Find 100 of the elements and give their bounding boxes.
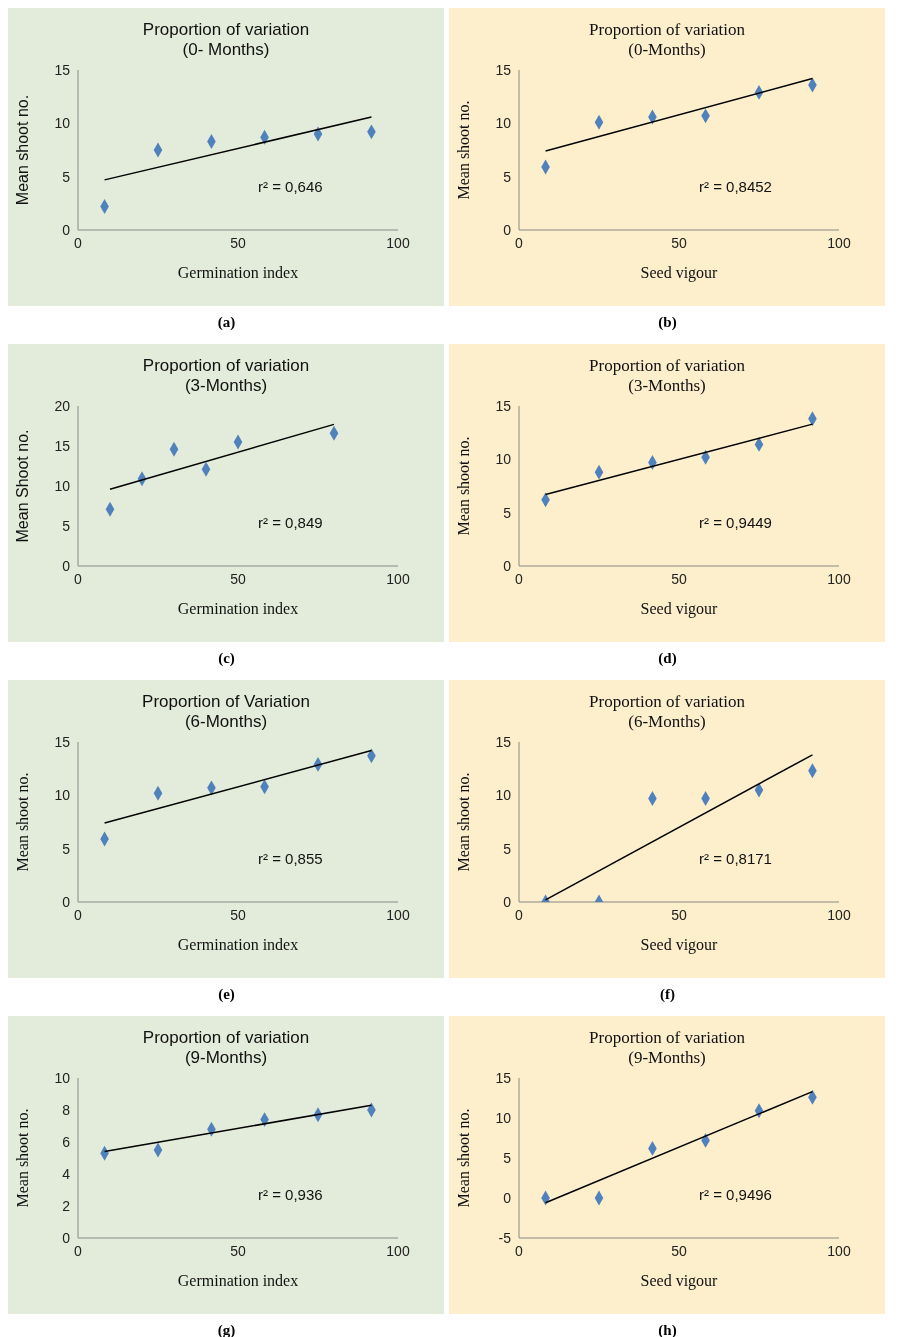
- y-tick-label: 15: [54, 61, 71, 78]
- chart-title: Proportion of variation: [141, 1028, 311, 1048]
- y-tick-label: 10: [54, 115, 71, 132]
- y-tick-label: 15: [495, 733, 512, 750]
- y-axis-title: Mean shoot no.: [13, 772, 31, 872]
- text: (d): [657, 650, 678, 667]
- x-tick-label: 100: [386, 570, 410, 587]
- y-tick-label: 5: [503, 840, 512, 857]
- x-tick-label: 100: [386, 234, 410, 251]
- chart-subtitle: (6-Months): [627, 712, 707, 732]
- y-tick-label: 10: [495, 1109, 512, 1126]
- x-tick-label: 0: [515, 906, 524, 923]
- annotation: r² = 0,646: [258, 178, 323, 195]
- annotation: r² = 0,855: [258, 850, 323, 867]
- chart-title: Proportion of variation: [588, 1028, 746, 1048]
- y-tick-label: 0: [503, 893, 512, 910]
- x-tick-label: 0: [515, 1242, 524, 1259]
- y-tick-label: 5: [503, 504, 512, 521]
- chart-title: Proportion of variation: [588, 356, 746, 376]
- y-axis-title: Mean Shoot no.: [13, 429, 31, 543]
- chart-title: Proportion of variation: [588, 20, 746, 40]
- y-tick-label: 5: [62, 168, 71, 185]
- chart-title: Proportion of variation: [141, 20, 311, 40]
- chart-subtitle: (0- Months): [181, 40, 271, 60]
- chart-title: Proportion of variation: [141, 356, 311, 376]
- y-tick-label: 10: [495, 451, 512, 468]
- x-tick-label: 50: [230, 570, 246, 587]
- y-tick-label: 15: [54, 437, 71, 454]
- y-axis-title: Mean shoot no.: [454, 1108, 472, 1208]
- annotation: r² = 0,9449: [699, 514, 772, 531]
- y-tick-label: 15: [495, 61, 512, 78]
- text: (a): [216, 314, 237, 331]
- y-tick-label: 20: [54, 397, 71, 414]
- y-tick-label: 5: [62, 840, 71, 857]
- x-tick-label: 0: [515, 570, 524, 587]
- y-tick-label: 5: [503, 1149, 512, 1166]
- y-axis-title: Mean shoot no.: [454, 436, 472, 536]
- x-axis-title: Seed vigour: [640, 936, 719, 954]
- x-tick-label: 50: [671, 906, 687, 923]
- text: (f): [659, 986, 676, 1003]
- annotation: r² = 0,936: [258, 1186, 323, 1203]
- x-tick-label: 50: [671, 234, 687, 251]
- y-tick-label: 10: [54, 477, 71, 494]
- annotation: r² = 0,9496: [699, 1186, 772, 1203]
- chart-subtitle: (0-Months): [627, 40, 707, 60]
- y-tick-label: -5: [498, 1229, 512, 1246]
- x-tick-label: 0: [74, 570, 83, 587]
- y-tick-label: 10: [495, 787, 512, 804]
- y-tick-label: 15: [495, 397, 512, 414]
- chart-subtitle: (9-Months): [627, 1048, 707, 1068]
- x-tick-label: 100: [827, 1242, 851, 1259]
- y-tick-label: 0: [62, 221, 71, 238]
- x-tick-label: 50: [230, 234, 246, 251]
- y-tick-label: 0: [503, 1189, 512, 1206]
- x-axis-title: Seed vigour: [640, 600, 719, 618]
- y-axis-title: Mean shoot no.: [13, 94, 31, 206]
- chart-title: Proportion of Variation: [141, 692, 311, 712]
- y-tick-label: 0: [62, 1229, 71, 1246]
- text: (e): [217, 986, 236, 1003]
- x-axis-title: Germination index: [177, 264, 299, 281]
- chart-subtitle: (3-Months): [627, 376, 707, 396]
- x-axis-title: Germination index: [177, 936, 299, 953]
- text: (c): [217, 650, 236, 667]
- x-tick-label: 100: [827, 234, 851, 251]
- x-axis-title: Seed vigour: [640, 264, 719, 282]
- x-tick-label: 0: [74, 234, 83, 251]
- y-tick-label: 0: [62, 557, 71, 574]
- x-tick-label: 0: [515, 234, 524, 251]
- x-tick-label: 0: [74, 906, 83, 923]
- y-tick-label: 5: [503, 168, 512, 185]
- y-tick-label: 4: [62, 1165, 71, 1182]
- y-tick-label: 5: [62, 517, 71, 534]
- x-tick-label: 50: [671, 1242, 687, 1259]
- x-axis-title: Seed vigour: [640, 1272, 719, 1290]
- x-axis-title: Germination index: [177, 600, 299, 617]
- chart-title: Proportion of variation: [588, 692, 746, 712]
- annotation: r² = 0,8452: [699, 178, 772, 195]
- y-tick-label: 15: [495, 1069, 512, 1086]
- x-tick-label: 50: [230, 906, 246, 923]
- y-axis-title: Mean shoot no.: [13, 1108, 31, 1208]
- y-tick-label: 10: [54, 1069, 71, 1086]
- y-axis-title: Mean shoot no.: [454, 100, 472, 200]
- x-tick-label: 50: [230, 1242, 246, 1259]
- x-tick-label: 100: [827, 906, 851, 923]
- y-tick-label: 0: [62, 893, 71, 910]
- y-tick-label: 15: [54, 733, 71, 750]
- chart-subtitle: (6-Months): [183, 712, 269, 732]
- y-tick-label: 0: [503, 221, 512, 238]
- y-tick-label: 10: [495, 115, 512, 132]
- text: (b): [657, 314, 678, 331]
- x-tick-label: 100: [386, 1242, 410, 1259]
- y-axis-title: Mean shoot no.: [454, 772, 472, 872]
- x-tick-label: 0: [74, 1242, 83, 1259]
- chart-subtitle: (3-Months): [183, 376, 269, 396]
- y-tick-label: 2: [62, 1197, 71, 1214]
- x-tick-label: 100: [386, 906, 410, 923]
- annotation: r² = 0,8171: [699, 850, 772, 867]
- y-tick-label: 8: [62, 1101, 71, 1118]
- y-tick-label: 0: [503, 557, 512, 574]
- chart-subtitle: (9-Months): [183, 1048, 269, 1068]
